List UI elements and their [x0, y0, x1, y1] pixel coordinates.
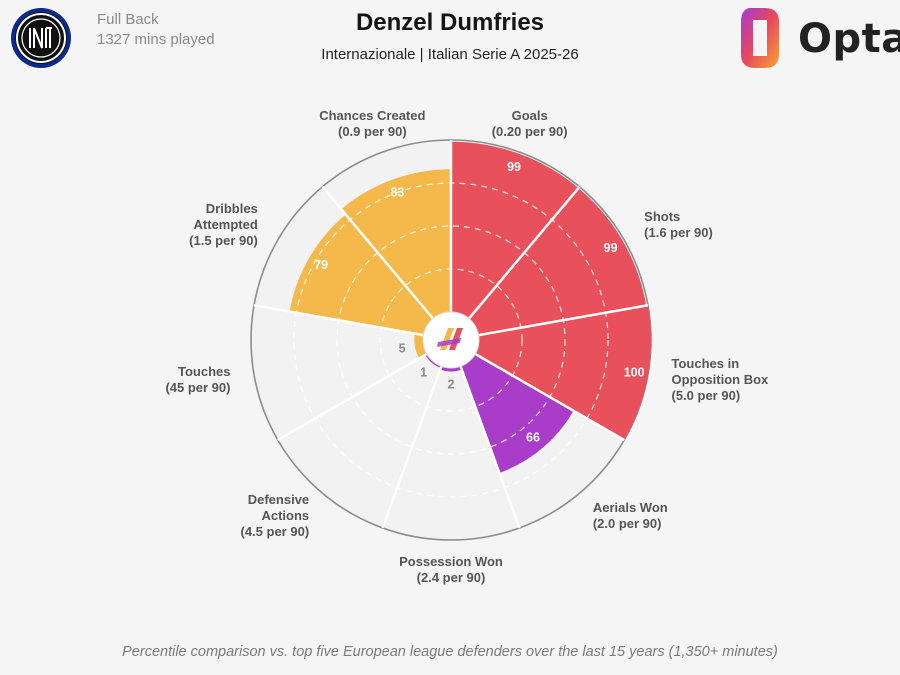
footer-note: Percentile comparison vs. top five Europ… — [122, 644, 778, 660]
spoke-4 — [474, 352, 625, 442]
percentile-radar-chart: 99 Goals (0.20 per 90) 99 Shots (1.6 per 90) 1… — [165, 108, 770, 585]
opta-hub-icon — [437, 328, 463, 350]
axis-label-possession-won: Possession Won (2.4 per 90) — [399, 554, 503, 585]
bar-dribbles-attempted — [289, 214, 434, 336]
axis-label-defensive-actions: Defensive Actions (4.5 per 90) — [241, 492, 310, 539]
pct-label-possession-won: 2 — [448, 377, 455, 391]
bar-touches-in-opposition-box — [475, 305, 651, 440]
spoke-6 — [381, 365, 443, 529]
spoke-8 — [253, 304, 424, 337]
pct-label-chances-created: 83 — [390, 186, 404, 200]
axis-label-touches: Touches (45 per 90) — [165, 364, 230, 395]
minutes-played: 1327 mins played — [97, 31, 215, 48]
axis-label-touches-in-opposition-box: Touches in Opposition Box (5.0 per 90) — [672, 356, 770, 403]
inter-crest-icon — [11, 8, 71, 68]
spoke-3 — [478, 304, 649, 337]
bar-touches — [414, 333, 427, 359]
chart-subtitle: Internazionale | Italian Serie A 2025-26 — [321, 46, 579, 63]
axis-label-shots: Shots (1.6 per 90) — [644, 209, 713, 240]
opta-brand-text: Opta — [798, 16, 900, 62]
pct-label-touches: 5 — [399, 342, 406, 356]
spoke-9 — [321, 185, 434, 320]
grid-ring-2 — [336, 225, 566, 455]
player-meta: Full Back 1327 mins played — [97, 10, 215, 50]
pct-label-aerials-won: 66 — [526, 431, 540, 445]
bar-shots — [468, 188, 647, 336]
opta-logo-icon — [741, 8, 779, 68]
axis-label-dribbles-attempted: Dribbles Attempted (1.5 per 90) — [189, 201, 258, 248]
pct-label-shots: 99 — [604, 241, 618, 255]
player-position: Full Back — [97, 11, 159, 28]
pct-label-dribbles-attempted: 79 — [314, 258, 328, 272]
pct-label-touches-in-opposition-box: 100 — [624, 365, 645, 379]
spoke-7 — [277, 352, 428, 442]
axis-label-aerials-won: Aerials Won (2.0 per 90) — [593, 500, 668, 531]
pct-label-defensive-actions: 1 — [420, 366, 427, 380]
spoke-2 — [468, 185, 581, 320]
axis-label-chances-created: Chances Created (0.9 per 90) — [319, 108, 425, 139]
axis-label-goals: Goals (0.20 per 90) — [492, 108, 568, 139]
chart-title: Denzel Dumfries — [355, 9, 545, 36]
spoke-5 — [459, 365, 521, 529]
pct-label-goals: 99 — [507, 160, 521, 174]
bar-defensive-actions — [425, 354, 442, 368]
